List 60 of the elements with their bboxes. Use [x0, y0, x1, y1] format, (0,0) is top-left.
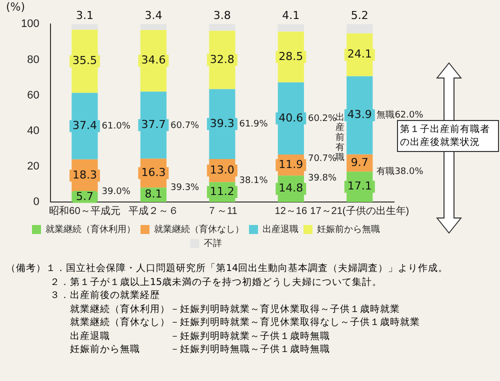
text: ２．第１子が１歳以上15歳未満の子を持つ初婚どうし夫婦について集計。: [49, 276, 384, 289]
annotation: 39.3%: [170, 182, 200, 193]
data-label: 40.6: [278, 111, 304, 124]
annotation: 出産前有職: [336, 112, 345, 163]
y-axis-title: (%): [6, 0, 26, 14]
data-label: 4.1: [282, 9, 300, 22]
data-label: 28.5: [278, 50, 304, 63]
x-tick-label: 平成２～６: [128, 204, 178, 217]
data-label: 32.8: [210, 52, 234, 66]
x-tick-label: ７～11: [206, 206, 238, 217]
annotation: 39.0%: [102, 187, 131, 198]
data-label: 14.8: [278, 182, 304, 195]
text: 就業継続（育休利用）－妊娠判明時就業～育児休業取得～子供１歳時就業: [69, 302, 401, 316]
data-label: 35.5: [72, 54, 97, 68]
annotation: 60.2%: [308, 114, 338, 124]
annotation: 61.0%: [102, 121, 131, 132]
data-label: 5.7: [76, 190, 94, 203]
y-tick-label: 80: [27, 54, 40, 66]
data-label: 43.9: [347, 108, 372, 122]
text: 妊娠前から無職 －妊娠判明時無職～子供１歳時無職: [69, 343, 331, 356]
data-label: 3.4: [144, 8, 162, 22]
data-label: 3.1: [76, 9, 94, 22]
annotation: 有職38.0%: [376, 166, 424, 177]
text: ３．出産前後の就業経歴: [49, 289, 161, 302]
y-tick-label: 0: [33, 196, 40, 208]
text: （備考）１．国立社会保障・人口問題研究所「第14回出生動向基本調査（夫婦調査）」より作成。: [6, 262, 450, 276]
data-label: 37.4: [72, 118, 97, 132]
data-label: 5.2: [350, 9, 368, 22]
annotation: 無職62.0%: [376, 110, 424, 121]
data-label: 17.1: [347, 180, 372, 193]
annotation: 61.9%: [239, 119, 268, 130]
annotation: 38.1%: [239, 176, 268, 186]
data-label: 34.6: [141, 54, 166, 67]
data-label: 16.3: [141, 166, 166, 179]
data-label: 13.0: [210, 163, 234, 176]
text: 出産退職 －妊娠判明時就業～子供１歳時無職: [69, 330, 331, 343]
text: 就業継続（育休なし）－妊娠判明時就業～育児休業取得なし～子供１歳時就業: [69, 316, 421, 330]
x-tick-label: 17～21(子供の出生年): [310, 204, 410, 217]
data-label: 18.3: [72, 168, 97, 182]
data-label: 8.1: [144, 188, 162, 201]
y-tick-label: 40: [27, 124, 40, 137]
data-label: 3.8: [213, 8, 231, 22]
x-tick-label: 昭和60～平成元: [49, 204, 120, 217]
legend-label: 就業継続（育休利用）: [46, 224, 136, 234]
data-label: 39.3: [210, 116, 234, 130]
legend-label: 不詳: [204, 238, 222, 248]
annotation: 39.8%: [308, 174, 338, 184]
data-label: 37.7: [141, 118, 166, 131]
y-tick-label: 100: [20, 18, 40, 30]
data-label: 11.2: [210, 184, 234, 198]
legend-label: 就業継続（育休なし）: [154, 224, 244, 234]
x-tick-label: 12～16: [274, 206, 308, 217]
annotation: 60.7%: [170, 121, 200, 132]
data-label: 9.7: [350, 156, 368, 169]
data-label: 24.1: [347, 48, 372, 61]
text: 第１子出産前有職者の出産後就業状況: [397, 120, 499, 152]
y-tick-label: 60: [27, 89, 40, 102]
legend-label: 妊娠前から無職: [317, 224, 380, 234]
y-tick-label: 20: [27, 160, 40, 172]
legend-label: 出産退職: [262, 224, 298, 234]
